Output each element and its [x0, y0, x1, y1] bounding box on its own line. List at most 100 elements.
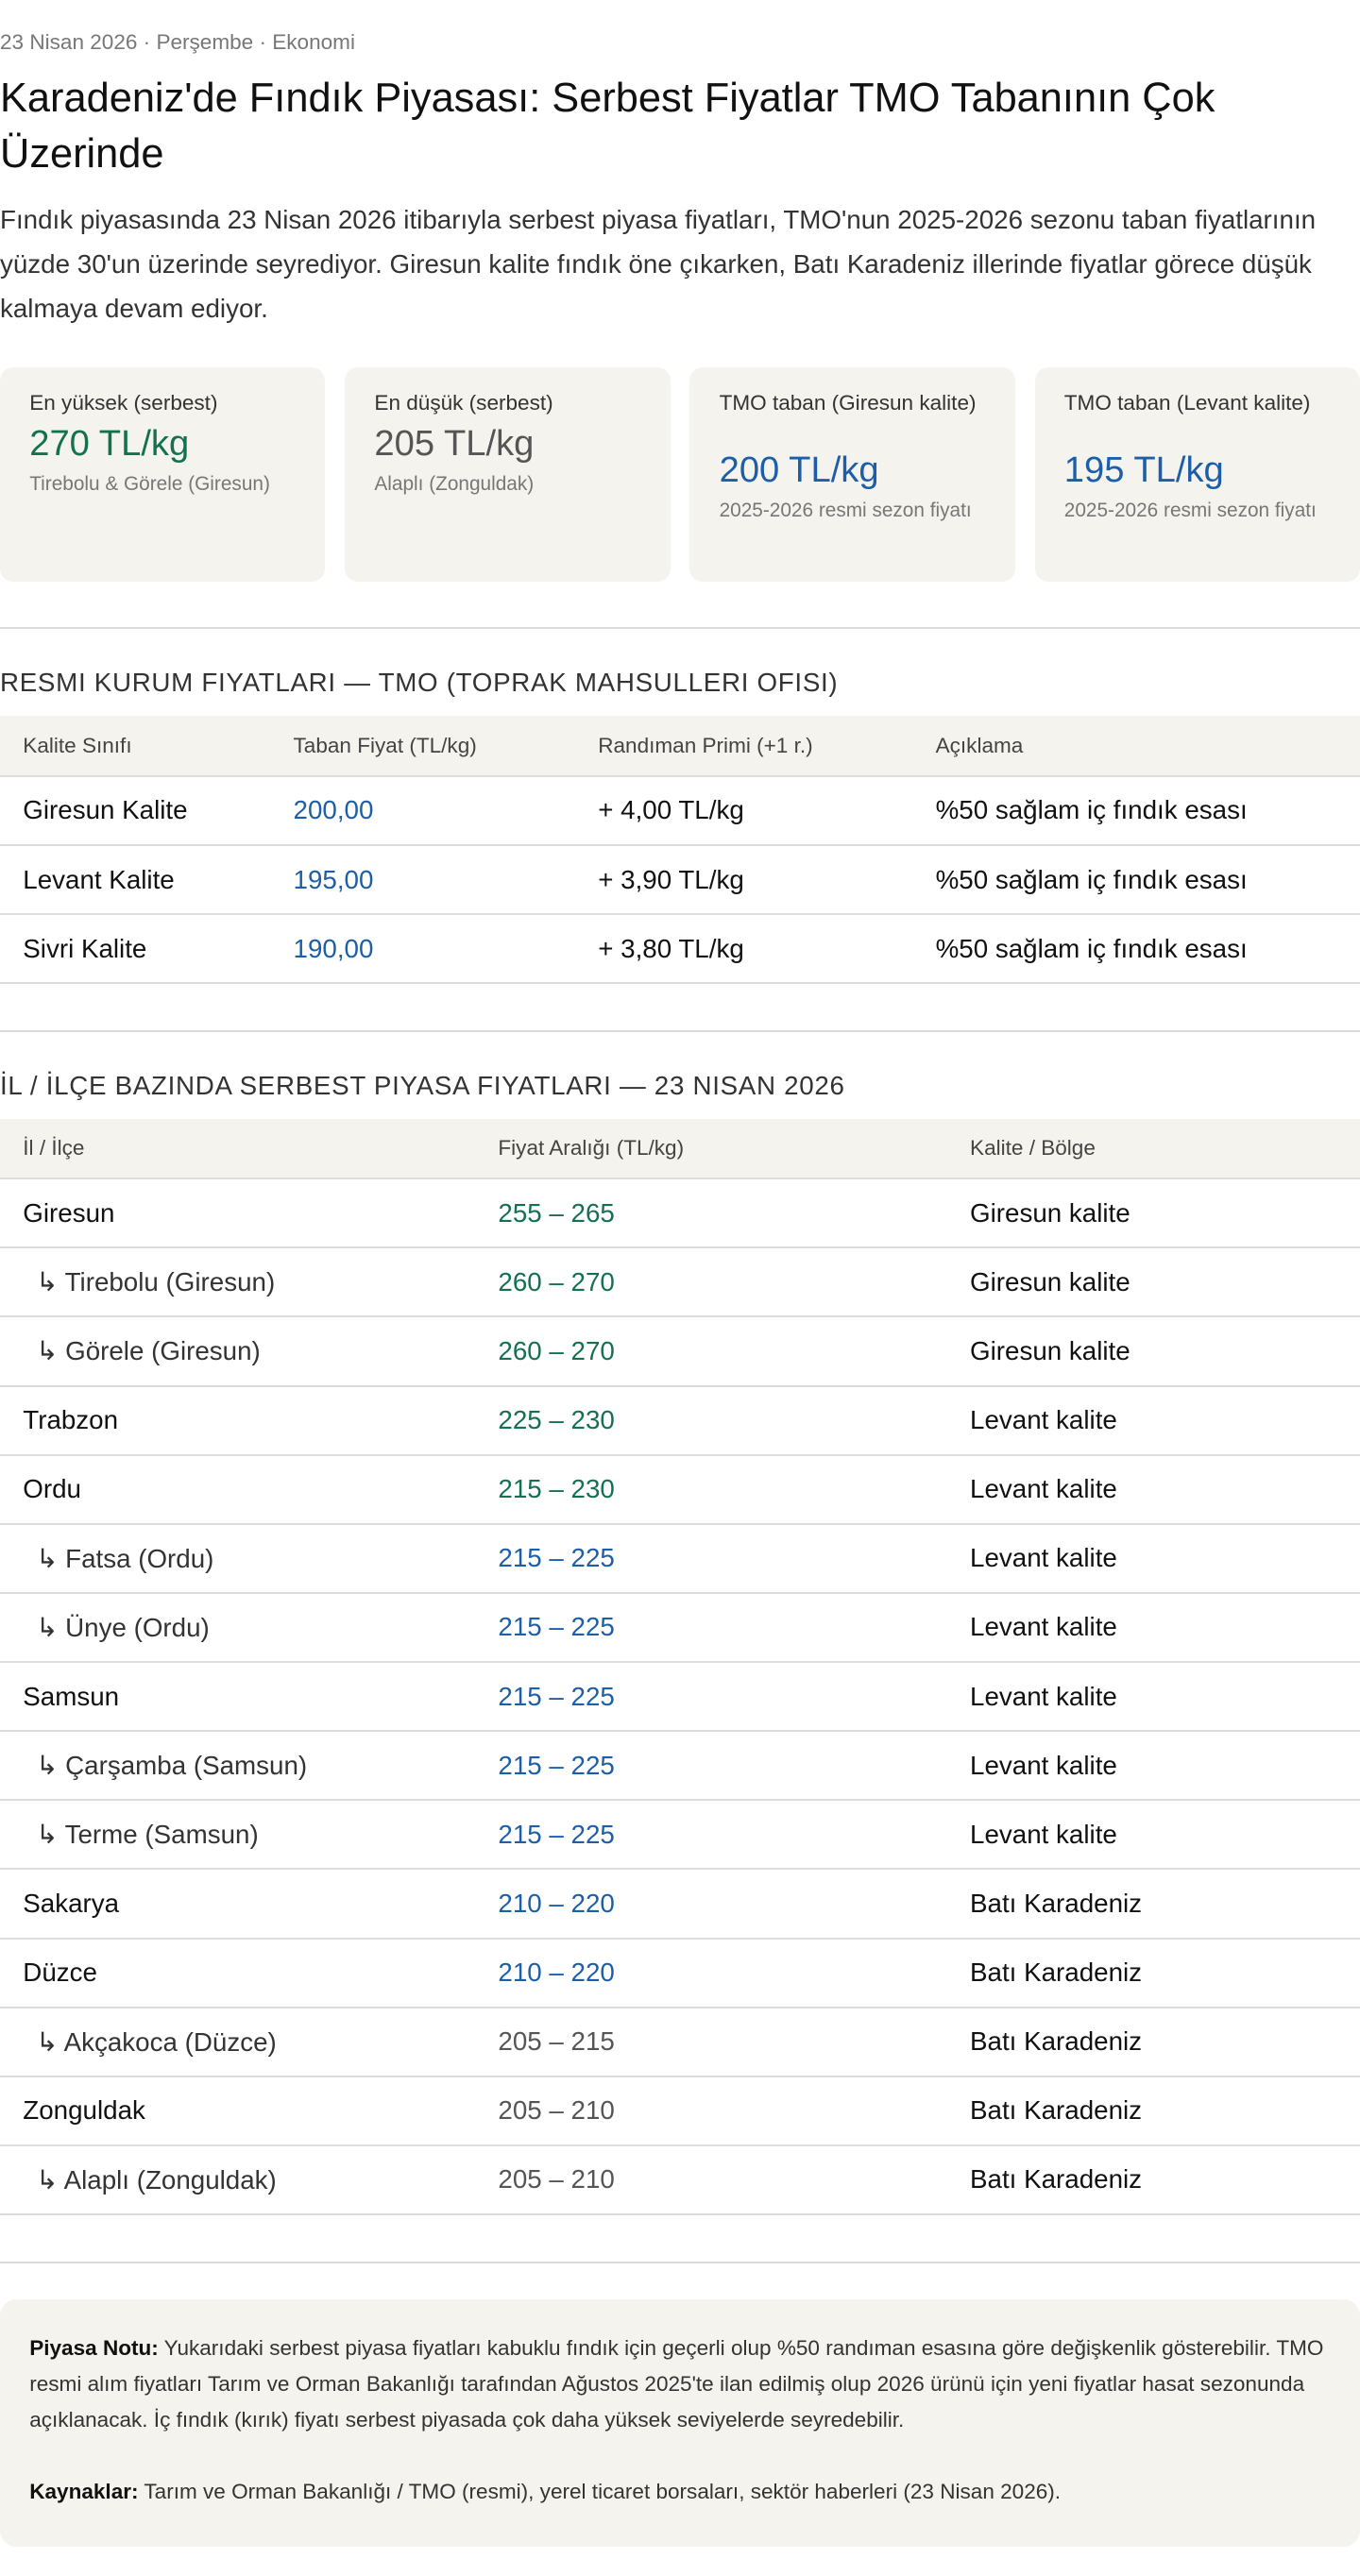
- stat-card-lowest: En düşük (serbest) 205 TL/kg Alaplı (Zon…: [345, 366, 671, 582]
- table-row: ↳ Tirebolu (Giresun) 260 – 270 Giresun kal…: [0, 1247, 1360, 1318]
- quality-region: Levant kalite: [946, 1731, 1360, 1802]
- price-range: 215 – 225: [475, 1731, 947, 1802]
- price-range: 260 – 270: [475, 1247, 947, 1318]
- quality-region: Giresun kalite: [946, 1178, 1360, 1249]
- section-heading-market: İL / İLÇE BAZINDA SERBEST PIYASA FIYATLA…: [0, 1070, 845, 1100]
- table-row: ↳ Çarşamba (Samsun) 215 – 225 Levant kalit…: [0, 1731, 1360, 1802]
- section-heading-tmo: RESMI KURUM FIYATLARI — TMO (TOPRAK MAHS…: [0, 668, 839, 698]
- stat-card-tmo-giresun: TMO taban (Giresun kalite) 200 TL/kg 202…: [689, 366, 1015, 582]
- summary-cards: En yüksek (serbest) 270 TL/kg Tirebolu &…: [0, 366, 1360, 582]
- market-note: Piyasa Notu: Yukarıdaki serbest piyasa f…: [29, 2330, 1331, 2439]
- quality-region: Batı Karadeniz: [946, 2144, 1360, 2216]
- stat-card-tmo-levant: TMO taban (Levant kalite) 195 TL/kg 2025…: [1034, 366, 1360, 582]
- table-row: Giresun 255 – 265 Giresun kalite: [0, 1178, 1360, 1249]
- quality-region: Batı Karadeniz: [946, 1869, 1360, 1940]
- stat-sub: 2025-2026 resmi sezon fiyatı: [719, 500, 972, 522]
- stat-value: 270 TL/kg: [29, 423, 190, 465]
- price-range: 215 – 225: [475, 1592, 947, 1664]
- table-header-row: Kalite Sınıfı Taban Fiyat (TL/kg) Randım…: [0, 716, 1360, 777]
- location-name: ↳ Alaplı (Zonguldak): [0, 2144, 476, 2216]
- column-header: İl / İlçe: [0, 1118, 476, 1180]
- stat-label: En düşük (serbest): [374, 390, 553, 415]
- stat-card-highest: En yüksek (serbest) 270 TL/kg Tirebolu &…: [0, 366, 326, 582]
- quality-region: Batı Karadeniz: [946, 1938, 1360, 2008]
- market-price-table: İl / İlçe Fiyat Aralığı (TL/kg) Kalite /…: [0, 1118, 1360, 2216]
- description: %50 sağlam iç fındık esası: [912, 914, 1360, 985]
- quality-region: Levant kalite: [946, 1385, 1360, 1456]
- quality-class: Giresun Kalite: [0, 775, 271, 846]
- divider: [0, 1029, 1360, 1033]
- price-range: 205 – 210: [475, 2076, 947, 2146]
- stat-sub: 2025-2026 resmi sezon fiyatı: [1063, 500, 1317, 522]
- divider: [0, 627, 1360, 630]
- price-range: 260 – 270: [475, 1316, 947, 1387]
- description: %50 sağlam iç fındık esası: [912, 844, 1360, 916]
- column-header: Fiyat Aralığı (TL/kg): [475, 1118, 947, 1180]
- quality-region: Levant kalite: [946, 1592, 1360, 1664]
- quality-region: Levant kalite: [946, 1454, 1360, 1525]
- table-row: Trabzon 225 – 230 Levant kalite: [0, 1385, 1360, 1456]
- stat-label: TMO taban (Levant kalite): [1063, 390, 1311, 415]
- stat-sub: Tirebolu & Görele (Giresun): [29, 473, 270, 496]
- location-name: ↳ Tirebolu (Giresun): [0, 1247, 476, 1318]
- table-row: ↳ Görele (Giresun) 260 – 270 Giresun kalit…: [0, 1316, 1360, 1387]
- article-lede: Fındık piyasasında 23 Nisan 2026 itibarı…: [0, 204, 1317, 323]
- note-label: Piyasa Notu:: [29, 2335, 159, 2360]
- column-header: Kalite / Bölge: [946, 1118, 1360, 1180]
- location-name: ↳ Fatsa (Ordu): [0, 1523, 476, 1594]
- quality-region: Giresun kalite: [946, 1316, 1360, 1387]
- price-range: 215 – 225: [475, 1662, 947, 1733]
- quality-region: Levant kalite: [946, 1800, 1360, 1871]
- quality-region: Batı Karadeniz: [946, 2076, 1360, 2146]
- base-price: 190,00: [270, 914, 575, 985]
- base-price: 195,00: [270, 844, 575, 916]
- location-name: ↳ Ünye (Ordu): [0, 1592, 476, 1664]
- price-range: 210 – 220: [475, 1869, 947, 1940]
- table-row: Samsun 215 – 225 Levant kalite: [0, 1662, 1360, 1733]
- location-name: Ordu: [0, 1454, 476, 1525]
- table-row: Zonguldak 205 – 210 Batı Karadeniz: [0, 2076, 1360, 2146]
- stat-value: 195 TL/kg: [1063, 449, 1224, 490]
- price-range: 255 – 265: [475, 1178, 947, 1249]
- stat-label: En yüksek (serbest): [29, 390, 218, 415]
- stat-sub: Alaplı (Zonguldak): [374, 473, 535, 496]
- sources-text: Tarım ve Orman Bakanlığı / TMO (resmi), …: [138, 2480, 1062, 2504]
- tmo-price-table: Kalite Sınıfı Taban Fiyat (TL/kg) Randım…: [0, 716, 1360, 985]
- location-name: Düzce: [0, 1938, 476, 2008]
- divider: [0, 2261, 1360, 2263]
- table-row: Sakarya 210 – 220 Batı Karadeniz: [0, 1869, 1360, 1940]
- price-range: 215 – 230: [475, 1454, 947, 1525]
- location-name: Sakarya: [0, 1869, 476, 1940]
- yield-premium: + 4,00 TL/kg: [574, 775, 913, 846]
- price-range: 215 – 225: [475, 1523, 947, 1594]
- stat-value: 200 TL/kg: [719, 449, 879, 490]
- stat-value: 205 TL/kg: [374, 423, 535, 465]
- base-price: 200,00: [270, 775, 575, 846]
- location-name: ↳ Terme (Samsun): [0, 1800, 476, 1871]
- table-header-row: İl / İlçe Fiyat Aralığı (TL/kg) Kalite /…: [0, 1118, 1360, 1180]
- table-row: ↳ Alaplı (Zonguldak) 205 – 210 Batı Karade…: [0, 2144, 1360, 2216]
- table-row: Ordu 215 – 230 Levant kalite: [0, 1454, 1360, 1525]
- sources: Kaynaklar: Tarım ve Orman Bakanlığı / TM…: [29, 2474, 1331, 2510]
- table-row: Sivri Kalite 190,00 + 3,80 TL/kg %50 sağlam…: [0, 914, 1360, 985]
- yield-premium: + 3,90 TL/kg: [574, 844, 913, 916]
- location-name: Samsun: [0, 1662, 476, 1733]
- quality-region: Giresun kalite: [946, 1247, 1360, 1318]
- location-name: Giresun: [0, 1178, 476, 1249]
- price-range: 225 – 230: [475, 1385, 947, 1456]
- location-name: ↳ Görele (Giresun): [0, 1316, 476, 1387]
- description: %50 sağlam iç fındık esası: [912, 775, 1360, 846]
- stat-label: TMO taban (Giresun kalite): [719, 390, 977, 415]
- table-row: ↳ Akçakoca (Düzce) 205 – 215 Batı Karadeni…: [0, 2007, 1360, 2077]
- quality-region: Levant kalite: [946, 1523, 1360, 1594]
- price-range: 205 – 210: [475, 2144, 947, 2216]
- market-note-box: Piyasa Notu: Yukarıdaki serbest piyasa f…: [0, 2298, 1360, 2547]
- table-row: ↳ Ünye (Ordu) 215 – 225 Levant kalite: [0, 1592, 1360, 1664]
- quality-class: Levant Kalite: [0, 844, 271, 916]
- location-name: Zonguldak: [0, 2076, 476, 2146]
- quality-class: Sivri Kalite: [0, 914, 271, 985]
- price-range: 205 – 215: [475, 2007, 947, 2077]
- sources-label: Kaynaklar:: [29, 2480, 139, 2504]
- column-header: Açıklama: [912, 716, 1360, 777]
